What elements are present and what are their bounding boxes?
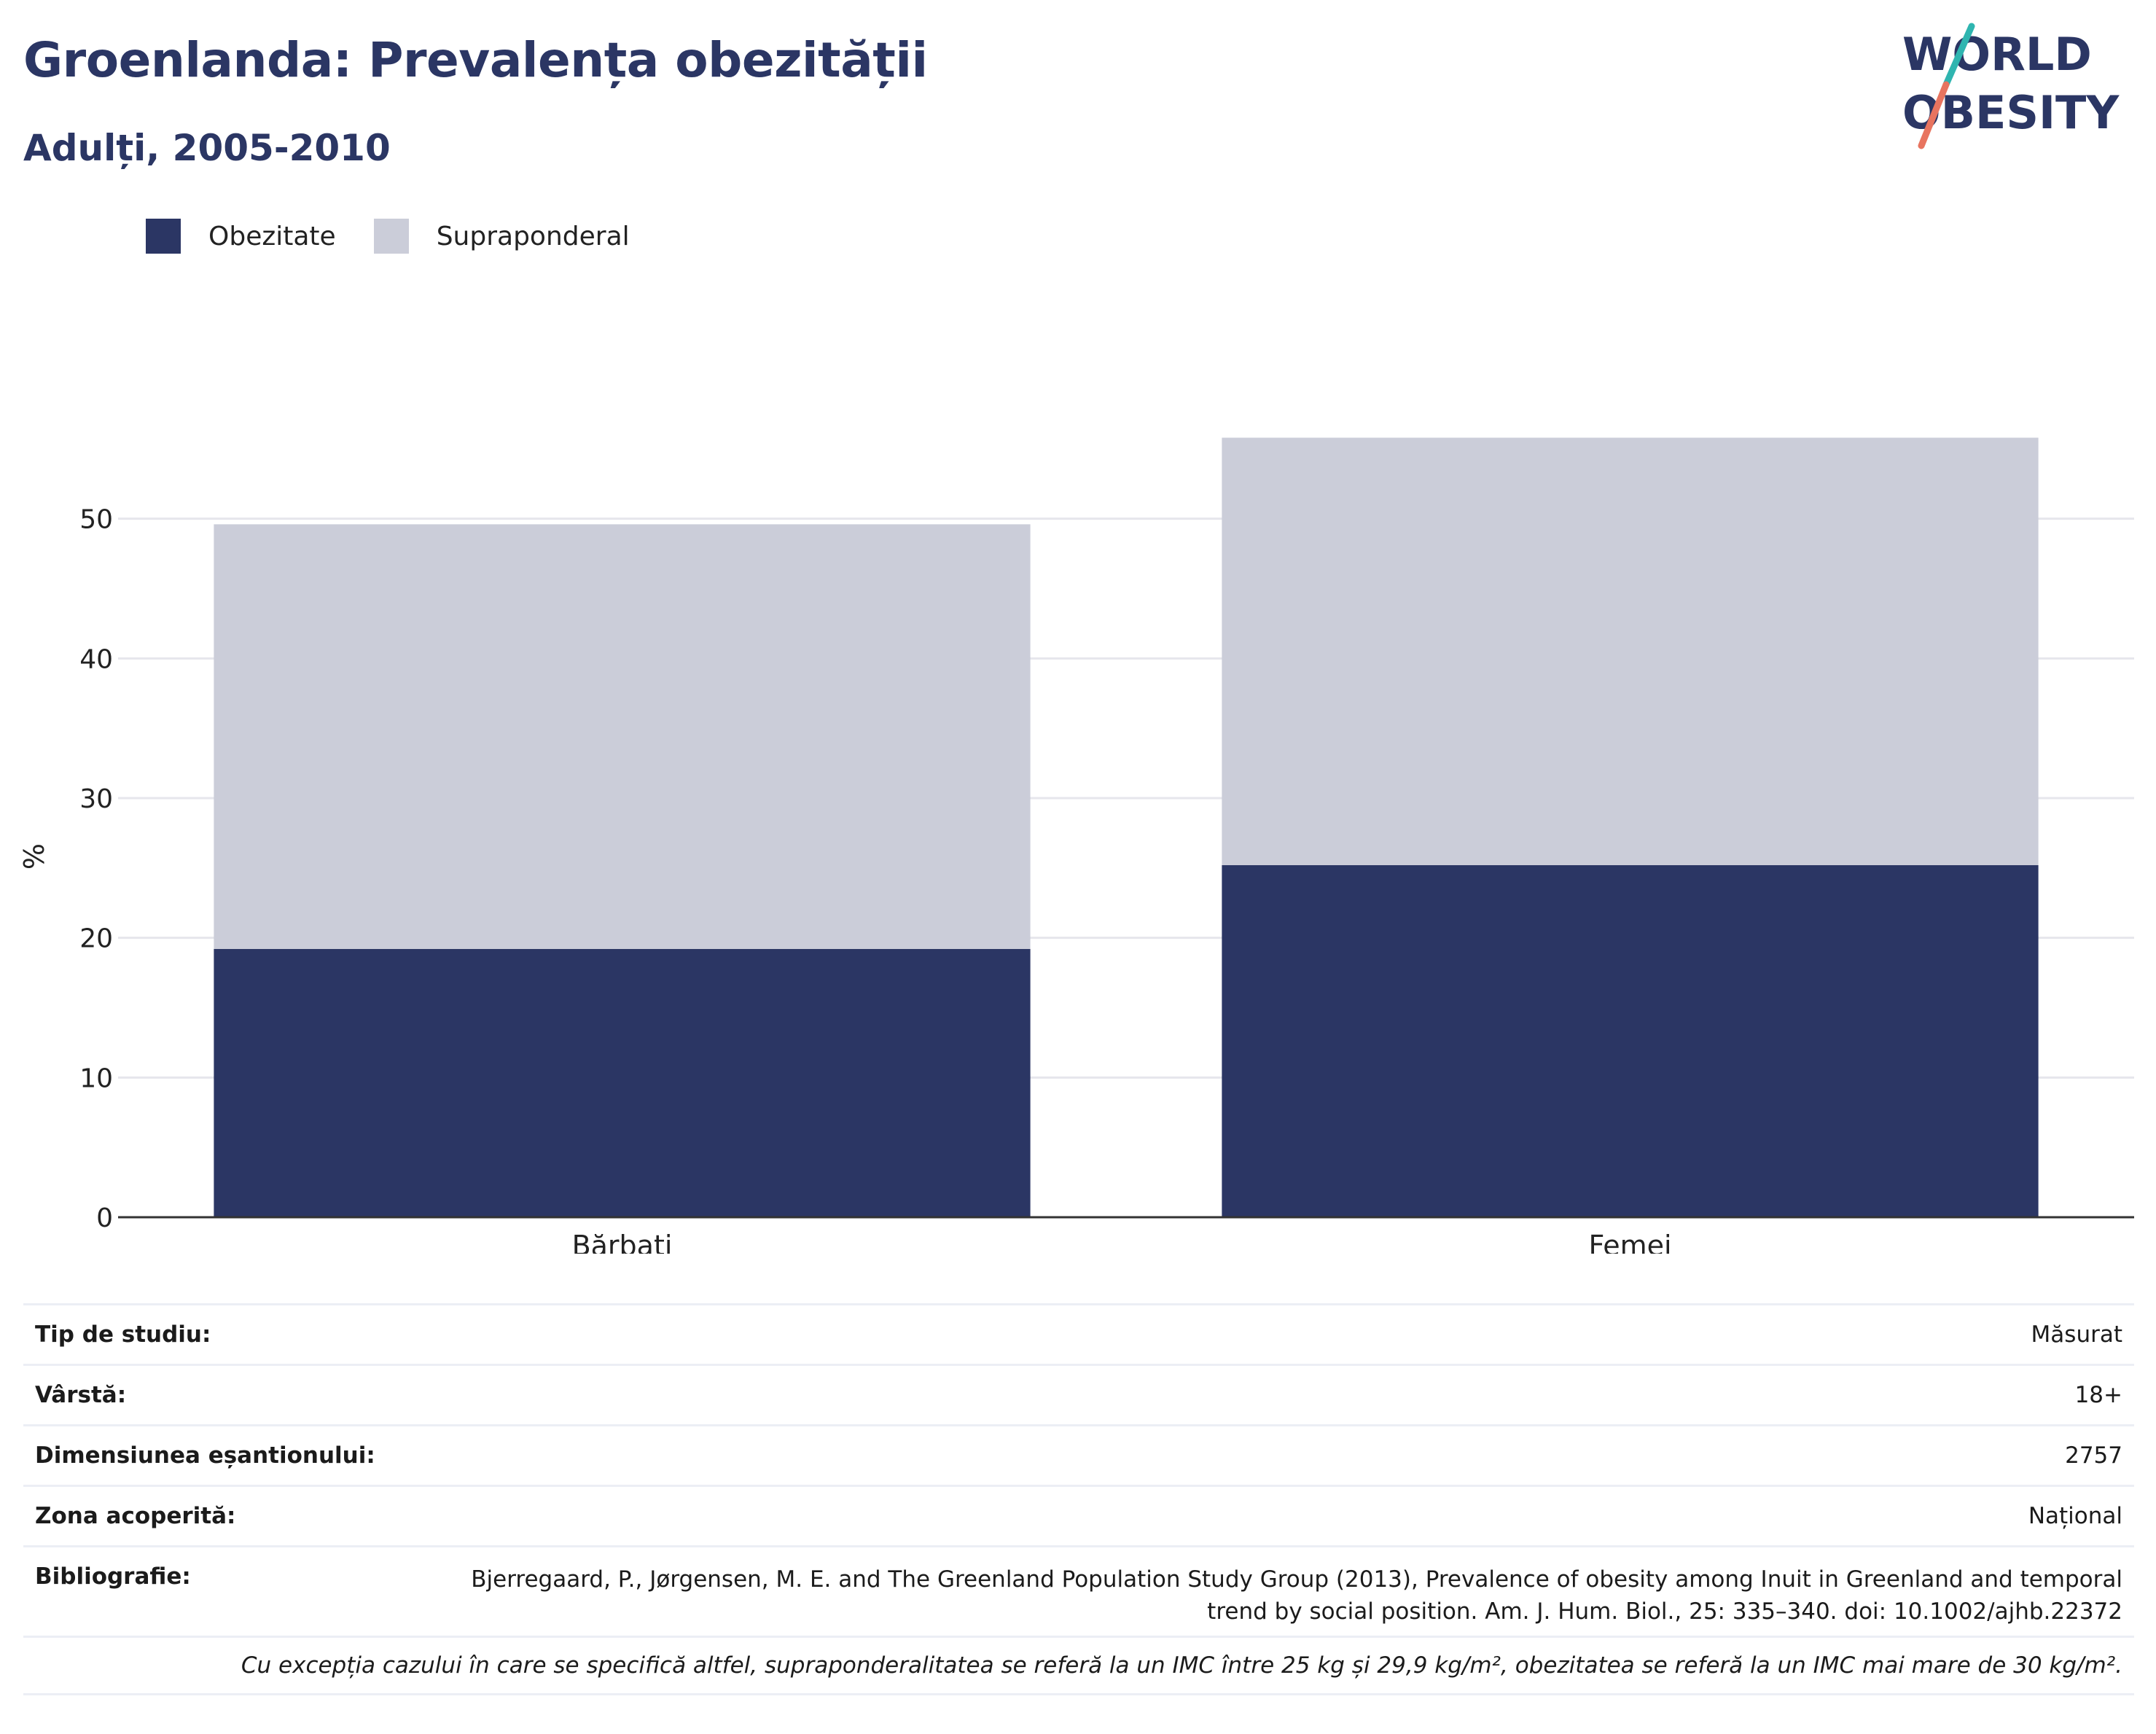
meta-row-sample-size: Dimensiunea eșantionului: 2757 bbox=[23, 1424, 2134, 1485]
chart-legend: Obezitate Supraponderal bbox=[146, 219, 668, 254]
bar-overweight-0 bbox=[214, 524, 1031, 949]
stacked-bar-chart: 0 10 20 30 40 50% Bărbați Femei bbox=[18, 437, 2134, 1254]
definition-note: Cu excepția cazului în care se specifică… bbox=[23, 1636, 2134, 1695]
meta-row-bibliography: Bibliografie: Bjerregaard, P., Jørgensen… bbox=[23, 1545, 2134, 1636]
logo-slash-top bbox=[1942, 23, 1975, 88]
chart-subtitle: Adulți, 2005-2010 bbox=[23, 127, 391, 169]
y-axis-label: % bbox=[18, 843, 50, 870]
legend-label-overweight: Supraponderal bbox=[436, 221, 630, 251]
y-tick-label-30: 30 bbox=[79, 784, 113, 814]
legend-swatch-obesity bbox=[146, 219, 181, 254]
meta-label-coverage: Zona acoperită: bbox=[35, 1503, 236, 1529]
x-tick-label-0: Bărbați bbox=[572, 1230, 673, 1254]
y-tick-label-0: 0 bbox=[96, 1203, 113, 1233]
y-tick-label-20: 20 bbox=[79, 924, 113, 954]
meta-label-bibliography: Bibliografie: bbox=[35, 1563, 191, 1590]
meta-value-coverage: Național bbox=[2028, 1503, 2122, 1529]
meta-value-sample-size: 2757 bbox=[2065, 1442, 2122, 1469]
logo-line-1: WORLD bbox=[1902, 28, 2092, 81]
meta-value-study-type: Măsurat bbox=[2031, 1321, 2122, 1348]
study-details-table: Tip de studiu: Măsurat Vârstă: 18+ Dimen… bbox=[23, 1303, 2134, 1695]
y-tick-label-40: 40 bbox=[79, 644, 113, 674]
bar-obesity-0 bbox=[214, 949, 1031, 1217]
meta-label-sample-size: Dimensiunea eșantionului: bbox=[35, 1442, 375, 1469]
meta-label-study-type: Tip de studiu: bbox=[35, 1321, 211, 1348]
meta-row-age: Vârstă: 18+ bbox=[23, 1364, 2134, 1424]
legend-item-obesity: Obezitate bbox=[146, 219, 336, 254]
world-obesity-logo: WORLD OBESITY bbox=[1902, 23, 2120, 149]
chart-title: Groenlanda: Prevalența obezității bbox=[23, 32, 928, 88]
definition-note-text: Cu excepția cazului în care se specifică… bbox=[241, 1652, 2122, 1679]
meta-row-study-type: Tip de studiu: Măsurat bbox=[23, 1303, 2134, 1364]
legend-swatch-overweight bbox=[373, 219, 409, 254]
meta-row-coverage: Zona acoperită: Național bbox=[23, 1485, 2134, 1545]
legend-item-overweight: Supraponderal bbox=[373, 219, 630, 254]
bar-obesity-1 bbox=[1222, 865, 2039, 1217]
bar-overweight-1 bbox=[1222, 437, 2039, 865]
meta-value-age: 18+ bbox=[2074, 1382, 2122, 1408]
y-tick-label-10: 10 bbox=[79, 1063, 113, 1093]
y-tick-label-50: 50 bbox=[79, 505, 113, 535]
meta-value-bibliography: Bjerregaard, P., Jørgensen, M. E. and Th… bbox=[471, 1566, 2122, 1625]
meta-label-age: Vârstă: bbox=[35, 1382, 127, 1408]
legend-label-obesity: Obezitate bbox=[208, 221, 336, 251]
logo-slash-bottom bbox=[1918, 81, 1950, 149]
x-tick-label-1: Femei bbox=[1588, 1230, 1671, 1254]
